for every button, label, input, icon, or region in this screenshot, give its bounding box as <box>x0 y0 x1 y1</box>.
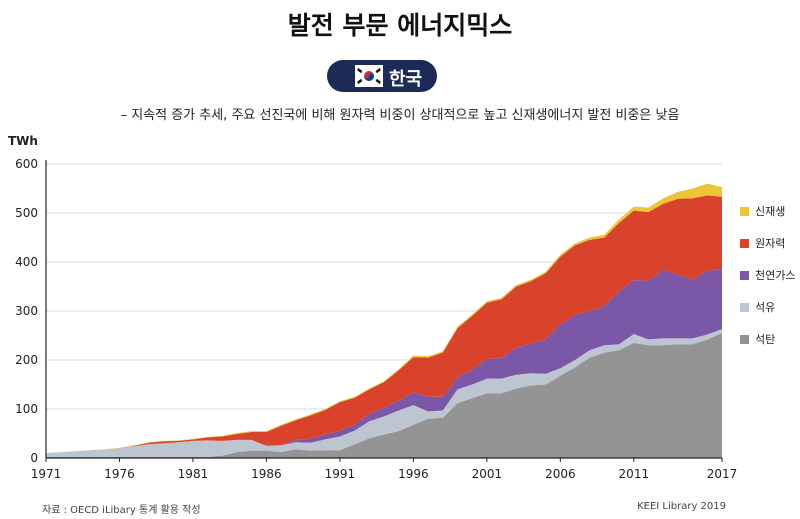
legend-label: 석유 <box>755 301 775 314</box>
x-tick-label: 1991 <box>325 467 356 481</box>
page-title: 발전 부문 에너지믹스 <box>287 11 513 40</box>
x-tick-label: 1996 <box>398 467 429 481</box>
source-note: 자료 : OECD iLibary 통계 활용 작성 <box>42 505 201 516</box>
y-tick-label: 400 <box>15 255 38 269</box>
country-name: 한국 <box>389 69 423 90</box>
y-tick-label: 0 <box>30 451 38 465</box>
korea-flag-icon <box>355 65 383 87</box>
x-tick-label: 2006 <box>545 467 576 481</box>
area-series-2 <box>46 269 722 454</box>
legend-label: 원자력 <box>755 237 785 250</box>
y-tick-label: 500 <box>15 206 38 220</box>
legend-swatch <box>740 335 749 344</box>
legend-swatch <box>740 207 749 216</box>
area-series-1 <box>46 329 722 457</box>
legend-swatch <box>740 271 749 280</box>
legend-swatch <box>740 239 749 248</box>
legend-swatch <box>740 303 749 312</box>
subtitle: – 지속적 증가 추세, 주요 선진국에 비해 원자력 비중이 상대적으로 높고… <box>120 108 680 123</box>
legend-label: 석탄 <box>755 333 775 346</box>
x-tick-label: 1971 <box>31 467 62 481</box>
credit-note: KEEI Library 2019 <box>637 501 726 512</box>
x-tick-label: 2011 <box>619 467 650 481</box>
area-series-0 <box>46 333 722 458</box>
y-axis-label: TWh <box>8 134 38 148</box>
legend-label: 신재생 <box>755 205 785 218</box>
y-tick-label: 600 <box>15 157 38 171</box>
x-tick-label: 2017 <box>707 467 738 481</box>
y-tick-label: 200 <box>15 353 38 367</box>
area-series-3 <box>46 195 722 454</box>
x-tick-label: 1976 <box>104 467 135 481</box>
x-tick-label: 1986 <box>251 467 282 481</box>
y-tick-label: 100 <box>15 402 38 416</box>
x-tick-label: 2001 <box>472 467 503 481</box>
y-tick-label: 300 <box>15 304 38 318</box>
country-badge: 한국 <box>327 60 437 92</box>
legend-label: 천연가스 <box>755 268 795 282</box>
x-tick-label: 1981 <box>178 467 209 481</box>
